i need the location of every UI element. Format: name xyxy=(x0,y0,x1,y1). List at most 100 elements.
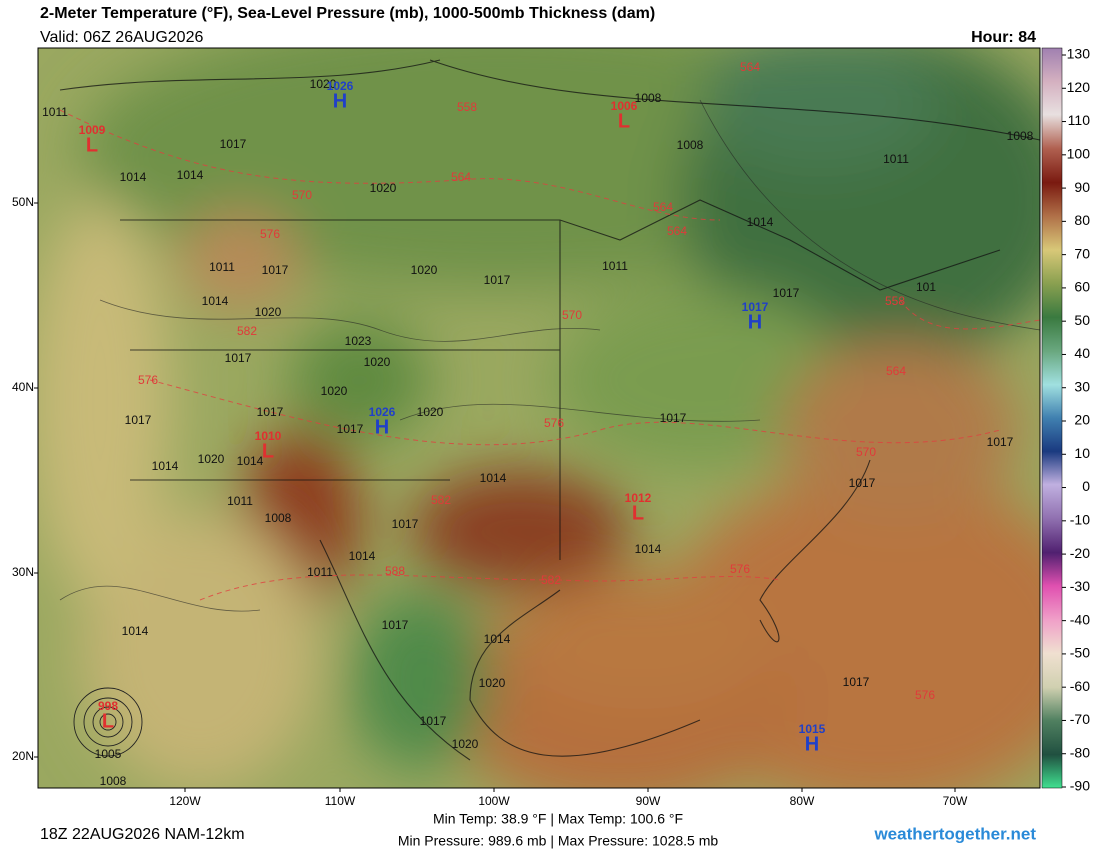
center-letter: H xyxy=(375,416,389,438)
map-frame xyxy=(37,47,1041,789)
lat-label: 50N xyxy=(12,195,34,209)
isobar-label: 1008 xyxy=(1007,129,1034,143)
lat-label: 40N xyxy=(12,380,34,394)
center-value: 998 xyxy=(98,699,118,713)
thickness-label: 576 xyxy=(915,688,935,702)
thickness-label: 576 xyxy=(138,373,158,387)
lat-label: 30N xyxy=(12,565,34,579)
temp-range: Min Temp: 38.9 °F | Max Temp: 100.6 °F xyxy=(433,811,683,827)
lon-label: 100W xyxy=(478,794,510,808)
isobar-label: 1020 xyxy=(310,77,337,91)
isobar-label: 1014 xyxy=(480,471,507,485)
thickness-label: 582 xyxy=(541,573,561,587)
colorbar-label: 70 xyxy=(1074,245,1090,261)
isobar-label: 1017 xyxy=(660,411,687,425)
thickness-label: 564 xyxy=(451,170,471,184)
isobar-label: 1017 xyxy=(843,675,870,689)
colorbar-label: 90 xyxy=(1074,179,1090,195)
isobar-label: 1014 xyxy=(177,168,204,182)
center-letter: H xyxy=(748,311,762,333)
isobar-label: 1014 xyxy=(237,454,264,468)
thickness-label: 576 xyxy=(730,562,750,576)
colorbar-label: 40 xyxy=(1074,345,1090,361)
forecast-hour: Hour: 84 xyxy=(971,29,1036,46)
center-value: 1026 xyxy=(369,405,396,419)
colorbar-label: -90 xyxy=(1070,778,1090,794)
isobar-label: 1008 xyxy=(635,91,662,105)
lat-label: 20N xyxy=(12,749,34,763)
valid-time: Valid: 06Z 26AUG2026 xyxy=(40,29,203,46)
center-letter: L xyxy=(86,134,98,156)
colorbar-label: 110 xyxy=(1068,112,1091,128)
colorbar-label: 80 xyxy=(1074,212,1090,228)
isobar-label: 101 xyxy=(916,280,936,294)
center-value: 1012 xyxy=(625,491,652,505)
center-letter: H xyxy=(333,90,347,112)
isobar-label: 1017 xyxy=(773,286,800,300)
model-run: 18Z 22AUG2026 NAM-12km xyxy=(40,826,245,843)
isobar-label: 1017 xyxy=(382,618,409,632)
isobar-label: 1020 xyxy=(255,305,282,319)
isobar-label: 1014 xyxy=(349,549,376,563)
colorbar-label: 130 xyxy=(1067,46,1091,62)
isobar-label: 1014 xyxy=(747,215,774,229)
lon-label: 120W xyxy=(169,794,201,808)
lon-label: 110W xyxy=(325,794,356,808)
lon-label: 90W xyxy=(636,794,661,808)
center-letter: L xyxy=(102,710,114,732)
center-letter: L xyxy=(632,502,644,524)
isobar-label: 1020 xyxy=(364,355,391,369)
isobar-label: 1020 xyxy=(417,405,444,419)
thickness-label: 576 xyxy=(260,227,280,241)
isobar-label: 1017 xyxy=(257,405,284,419)
isobar-label: 1014 xyxy=(120,170,147,184)
center-letter: L xyxy=(618,110,630,132)
isobar-label: 1011 xyxy=(602,259,628,273)
lon-label: 80W xyxy=(790,794,815,808)
colorbar-label: 120 xyxy=(1067,79,1091,95)
center-value: 1010 xyxy=(255,429,282,443)
isobar-label: 1011 xyxy=(883,152,909,166)
colorbar-label: -80 xyxy=(1070,744,1090,760)
colorbar-label: -70 xyxy=(1070,711,1090,727)
colorbar-label: -30 xyxy=(1070,578,1090,594)
isobar-label: 1017 xyxy=(987,435,1014,449)
thickness-label: 588 xyxy=(385,564,405,578)
title: 2-Meter Temperature (°F), Sea-Level Pres… xyxy=(40,5,655,22)
colorbar-label: -40 xyxy=(1070,611,1090,627)
colorbar xyxy=(1041,47,1063,789)
isobar-label: 1014 xyxy=(484,632,511,646)
site-credit: weathertogether.net xyxy=(873,824,1036,843)
center-letter: H xyxy=(805,733,819,755)
isobar-label: 1014 xyxy=(202,294,229,308)
isobar-label: 1014 xyxy=(152,459,179,473)
center-value: 1009 xyxy=(79,123,106,137)
isobar-label: 1020 xyxy=(321,384,348,398)
isobar-label: 1017 xyxy=(225,351,252,365)
colorbar-label: 0 xyxy=(1082,478,1090,494)
isobar-label: 1020 xyxy=(479,676,506,690)
isobar-label: 1011 xyxy=(42,105,68,119)
center-value: 1015 xyxy=(799,722,826,736)
center-value: 1006 xyxy=(611,99,638,113)
colorbar-label: 60 xyxy=(1074,279,1090,295)
thickness-label: 564 xyxy=(886,364,906,378)
colorbar-label: -50 xyxy=(1070,645,1090,661)
isobar-label: 1008 xyxy=(265,511,292,525)
isobar-label: 1008 xyxy=(100,774,127,788)
isobar-label: 1020 xyxy=(411,263,438,277)
isobar-label: 1011 xyxy=(227,494,253,508)
isobar-label: 1017 xyxy=(420,714,447,728)
thickness-label: 564 xyxy=(740,60,760,74)
isobar-label: 1020 xyxy=(452,737,479,751)
isobar-label: 1017 xyxy=(849,476,876,490)
thickness-label: 564 xyxy=(667,224,687,238)
center-letter: L xyxy=(262,440,274,462)
center-value: 1017 xyxy=(742,300,769,314)
isobar-label: 1005 xyxy=(95,747,122,761)
thickness-label: 570 xyxy=(856,445,876,459)
isobar-label: 1023 xyxy=(345,334,372,348)
colorbar-label: -60 xyxy=(1070,678,1090,694)
thickness-label: 582 xyxy=(431,493,451,507)
